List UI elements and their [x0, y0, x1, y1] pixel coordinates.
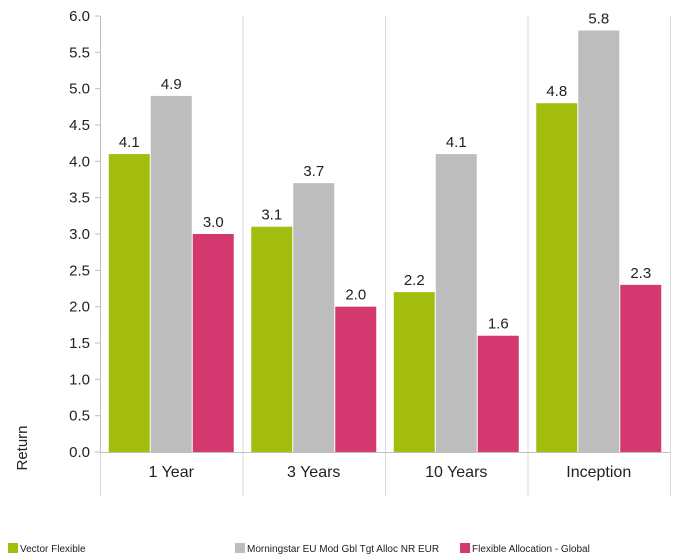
data-label: 4.1	[119, 134, 140, 151]
y-tick-label: 6.0	[69, 8, 90, 25]
bar	[477, 335, 519, 452]
data-label: 5.8	[588, 11, 609, 28]
bar	[251, 226, 293, 452]
bar	[293, 183, 335, 452]
y-tick-label: 1.5	[69, 335, 90, 352]
legend-swatch	[8, 543, 18, 553]
data-label: 2.0	[345, 287, 366, 304]
data-label: 4.8	[546, 83, 567, 100]
data-label: 3.7	[303, 163, 324, 180]
bar	[435, 154, 477, 453]
x-category-label: Inception	[566, 464, 631, 481]
data-label: 2.2	[404, 272, 425, 289]
legend-label: Vector Flexible	[20, 544, 86, 555]
data-label: 2.3	[630, 265, 651, 282]
y-tick-label: 4.0	[69, 153, 90, 170]
x-category-label: 10 Years	[425, 464, 487, 481]
bar	[620, 284, 662, 452]
bar	[578, 30, 620, 453]
legend-swatch	[235, 543, 245, 553]
bar	[393, 292, 435, 452]
legend-label: Morningstar EU Mod Gbl Tgt Alloc NR EUR	[247, 544, 439, 555]
data-label: 3.1	[261, 207, 282, 224]
x-category-label: 1 Year	[149, 464, 195, 481]
data-label: 4.1	[446, 134, 467, 151]
y-tick-label: 0.0	[69, 444, 90, 461]
data-label: 3.0	[203, 214, 224, 231]
x-category-label: 3 Years	[287, 464, 340, 481]
y-tick-label: 4.5	[69, 117, 90, 134]
y-tick-label: 2.0	[69, 299, 90, 316]
y-tick-label: 1.0	[69, 371, 90, 388]
bar	[192, 234, 234, 452]
y-tick-label: 5.0	[69, 81, 90, 98]
bar	[150, 95, 192, 452]
y-tick-label: 2.5	[69, 262, 90, 279]
y-tick-label: 3.0	[69, 226, 90, 243]
y-axis-title: Return	[14, 425, 31, 470]
y-tick-label: 0.5	[69, 408, 90, 425]
bar	[536, 103, 578, 452]
data-label: 4.9	[161, 76, 182, 93]
legend-swatch	[460, 543, 470, 553]
y-tick-label: 3.5	[69, 190, 90, 207]
legend-label: Flexible Allocation - Global	[472, 544, 590, 555]
data-label: 1.6	[488, 316, 509, 333]
bar	[108, 154, 150, 453]
bar	[335, 306, 377, 452]
y-tick-label: 5.5	[69, 44, 90, 61]
